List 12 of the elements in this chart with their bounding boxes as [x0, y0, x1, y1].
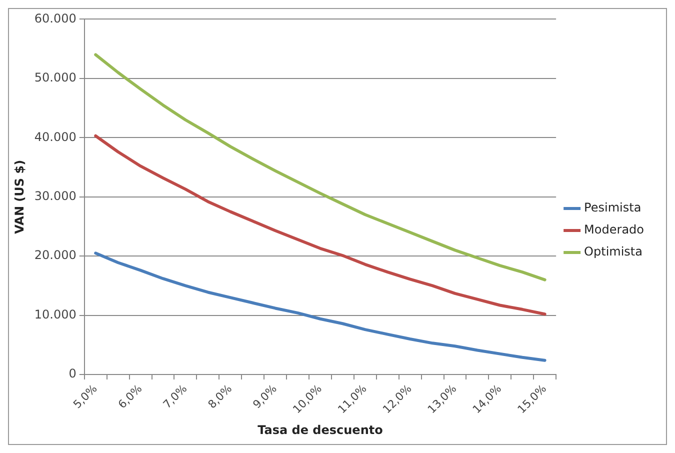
y-axis-title: VAN (US $): [12, 160, 26, 234]
y-tick-label: 0: [68, 366, 76, 381]
y-tick-label: 20.000: [34, 248, 76, 262]
y-tick-label: 10.000: [34, 307, 76, 322]
y-tick-label: 30.000: [34, 189, 76, 204]
legend-label: Optimista: [584, 244, 642, 259]
y-tick-label: 40.000: [34, 130, 76, 144]
x-axis-title: Tasa de descuento: [258, 422, 383, 437]
legend-label: Pesimista: [584, 200, 642, 215]
y-tick-label: 60.000: [34, 11, 76, 26]
legend-label: Moderado: [584, 222, 644, 237]
y-tick-label: 50.000: [34, 70, 76, 85]
